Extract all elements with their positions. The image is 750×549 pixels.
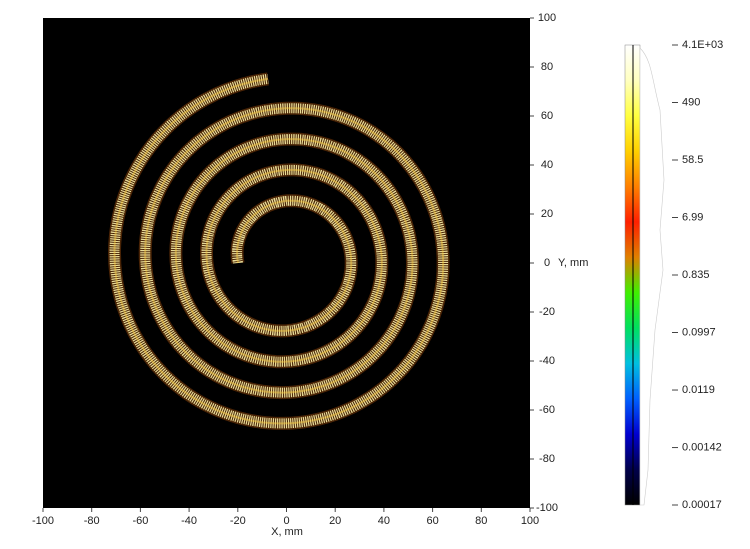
x-tick-label: -80 (84, 515, 100, 527)
y-tick-label: -40 (539, 355, 555, 367)
colorbar-tick-label: 0.0119 (682, 384, 715, 396)
y-tick-label: 60 (541, 110, 553, 122)
colorbar-tick-label: 6.99 (682, 211, 703, 223)
colorbar-tick-label: 4.1E+03 (682, 39, 723, 51)
y-tick-label: -60 (539, 404, 555, 416)
colorbar-tick-label: 0.0997 (682, 326, 716, 338)
y-tick-label: 20 (541, 208, 553, 220)
x-tick-label: -40 (181, 515, 197, 527)
y-tick-label: 0 (544, 257, 550, 269)
x-tick-label: 80 (475, 515, 487, 527)
plot-area (43, 18, 530, 508)
x-tick-label: -60 (132, 515, 148, 527)
y-tick-label: 100 (538, 12, 556, 24)
colorbar-tick-label: 0.835 (682, 269, 710, 281)
y-tick-label: 40 (541, 159, 553, 171)
y-tick-label: -20 (539, 306, 555, 318)
x-tick-label: 20 (329, 515, 341, 527)
x-tick-label: -100 (32, 515, 54, 527)
x-axis-label: X, mm (271, 526, 303, 538)
colorbar-tick-label: 58.5 (682, 154, 703, 166)
y-axis-label: Y, mm (558, 257, 588, 269)
x-tick-label: 60 (426, 515, 438, 527)
colorbar-tick-label: 0.00142 (682, 441, 722, 453)
x-tick-label: 40 (378, 515, 390, 527)
x-tick-label: -20 (230, 515, 246, 527)
y-tick-label: 80 (541, 61, 553, 73)
y-tick-label: -80 (539, 453, 555, 465)
y-tick-label: -100 (536, 502, 558, 514)
x-tick-label: 100 (521, 515, 539, 527)
spiral-core (113, 77, 445, 425)
colorbar-tick-label: 0.00017 (682, 499, 722, 511)
colorbar-tick-label: 490 (682, 96, 700, 108)
colorbar-histogram (639, 47, 665, 506)
x-tick-label: 0 (283, 515, 289, 527)
